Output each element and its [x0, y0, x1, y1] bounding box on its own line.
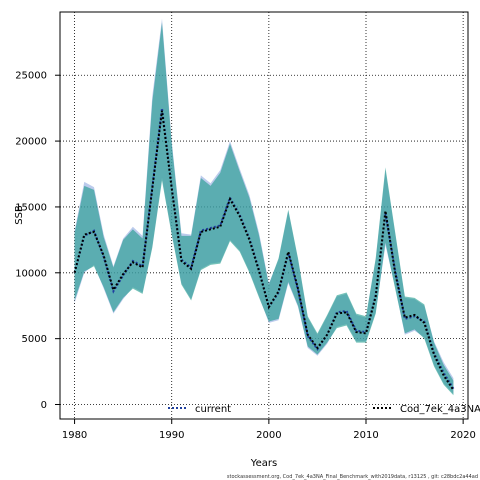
grid: [60, 12, 468, 419]
x-tick-label: 1990: [159, 430, 184, 441]
y-tick-label: 25000: [15, 71, 47, 82]
plot-frame: [59, 11, 469, 420]
x-axis-title: Years: [250, 458, 277, 469]
x-tick-label: 2020: [450, 430, 475, 441]
x-tick-label: 2000: [256, 430, 281, 441]
series-line-cod: [73, 110, 455, 391]
x-tick-label: 1980: [62, 430, 87, 441]
confidence-band-current: [74, 18, 454, 394]
x-tick-label: 2010: [353, 430, 378, 441]
x-axis-ticks: 1980 1990 2000 2010 2020: [62, 419, 476, 441]
y-tick-label: 0: [41, 400, 47, 411]
y-tick-label: 5000: [22, 334, 47, 345]
series-lines: [73, 108, 455, 391]
legend: current Cod_7ek_4a3NA: [168, 404, 480, 415]
confidence-bands: [74, 18, 454, 396]
y-tick-label: 15000: [15, 202, 47, 213]
legend-label-cod: Cod_7ek_4a3NA: [400, 404, 480, 415]
y-tick-label: 20000: [15, 137, 47, 148]
y-axis-title: SSB: [14, 205, 25, 225]
footnote: stockassessment.org, Cod_7ek_4a3NA_Final…: [227, 474, 478, 480]
legend-label-current: current: [195, 404, 231, 415]
y-tick-label: 10000: [15, 268, 47, 279]
y-axis-ticks: 0 5000 10000 15000 20000 25000: [15, 71, 60, 411]
confidence-band-cod: [74, 22, 454, 396]
